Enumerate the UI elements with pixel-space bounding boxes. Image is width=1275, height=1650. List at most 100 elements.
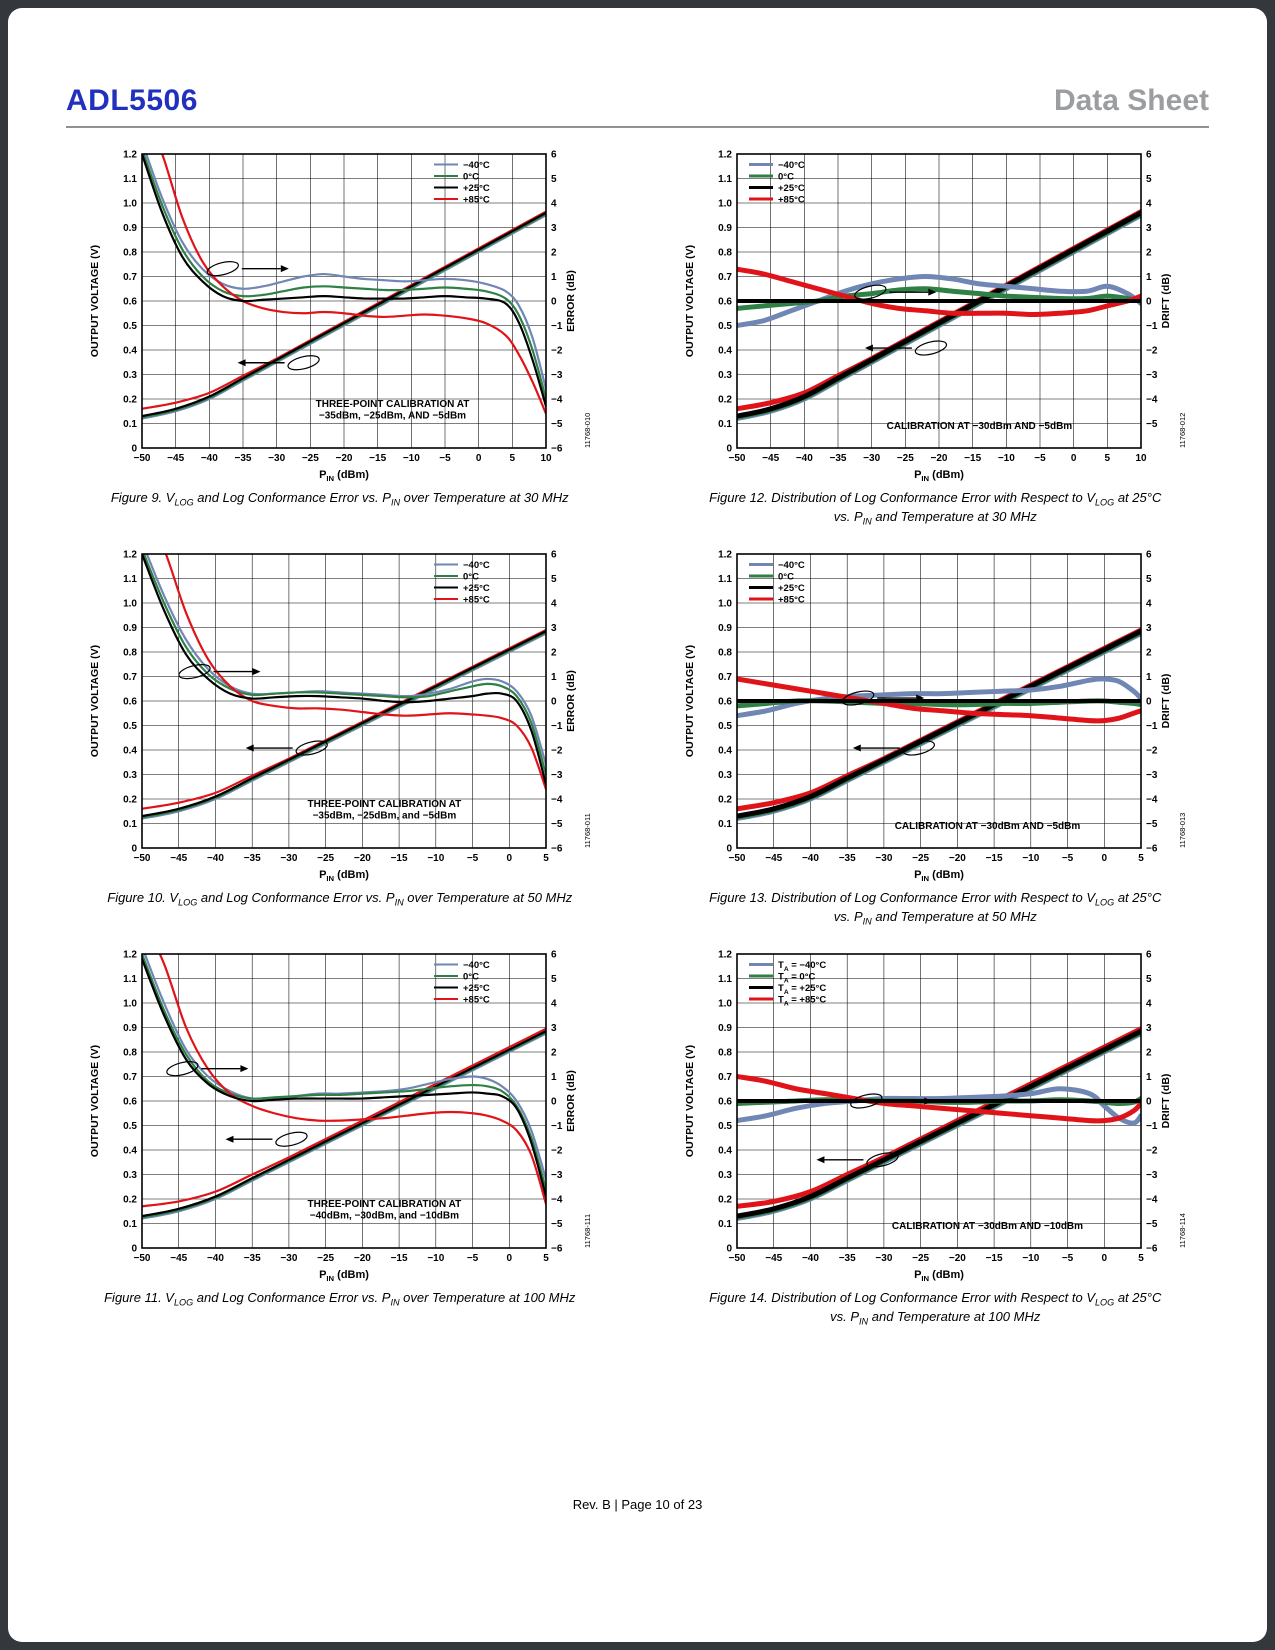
callout-arrow-head [245, 744, 254, 752]
plot-frame [736, 953, 1143, 1249]
svg-text:6: 6 [551, 150, 557, 161]
series-group [737, 209, 1142, 422]
svg-text:0°C: 0°C [778, 172, 794, 183]
svg-text:1.1: 1.1 [718, 574, 732, 585]
svg-text:−50: −50 [729, 853, 746, 864]
svg-text:0.2: 0.2 [123, 795, 137, 806]
svg-text:0.7: 0.7 [123, 672, 137, 683]
figure-9: −50 −45 −40 −35 −30 −25 −20 −15 −10 −5 0 5 10 0 0.1 0.2… [84, 146, 596, 530]
svg-text:0: 0 [1146, 1097, 1152, 1108]
callout-ellipse [850, 1093, 883, 1109]
svg-text:0: 0 [131, 444, 137, 455]
left-axis-title: OUTPUT VOLTAGE (V) [684, 1045, 696, 1157]
svg-text:−5: −5 [439, 453, 451, 464]
svg-text:−10: −10 [998, 453, 1015, 464]
svg-text:5: 5 [509, 453, 515, 464]
svg-text:0.8: 0.8 [123, 648, 137, 659]
svg-text:1.0: 1.0 [718, 999, 732, 1010]
svg-text:5: 5 [543, 853, 549, 864]
svg-text:−25: −25 [912, 853, 929, 864]
callout-ellipse [287, 355, 320, 371]
svg-text:1.1: 1.1 [123, 174, 137, 185]
svg-text:−3: −3 [551, 770, 563, 781]
right-axis-title: DRIFT (dB) [1160, 274, 1172, 329]
svg-text:−10: −10 [1023, 1253, 1040, 1264]
figure-11: −50 −45 −40 −35 −30 −25 −20 −15 −10 −5 0 5 0 0.1 0.2 0.… [84, 946, 596, 1330]
calibration-note: −40dBm, −30dBm, and −10dBm [310, 1210, 459, 1221]
svg-text:−1: −1 [551, 321, 563, 332]
svg-text:0.2: 0.2 [718, 795, 732, 806]
svg-text:+25°C: +25°C [778, 583, 805, 594]
svg-text:−2: −2 [1146, 746, 1158, 757]
figure-10-svg: −50 −45 −40 −35 −30 −25 −20 −15 −10 −5 0 500.10.20.… [89, 550, 592, 884]
calibration-note: THREE-POINT CALIBRATION AT [307, 1199, 461, 1210]
svg-text:−6: −6 [551, 1244, 563, 1255]
figure-9-caption: Figure 9. VLOG and Log Conformance Error… [110, 490, 569, 508]
svg-text:−35: −35 [830, 453, 847, 464]
svg-text:0.1: 0.1 [123, 419, 137, 430]
svg-text:1.2: 1.2 [123, 550, 137, 561]
callout-ellipse [295, 740, 328, 756]
svg-text:0: 0 [551, 297, 557, 308]
calibration-note: CALIBRATION AT −30dBm AND −5dBm [887, 421, 1073, 432]
svg-text:3: 3 [551, 623, 557, 634]
svg-text:+25°C: +25°C [463, 583, 490, 594]
svg-text:−40°C: −40°C [463, 960, 490, 971]
svg-text:1.1: 1.1 [123, 974, 137, 985]
svg-text:−30: −30 [280, 1253, 297, 1264]
svg-text:0.3: 0.3 [123, 770, 137, 781]
right-axis-title: ERROR (dB) [565, 270, 577, 332]
svg-text:0.2: 0.2 [123, 395, 137, 406]
svg-text:5: 5 [1138, 853, 1144, 864]
svg-text:−1: −1 [1146, 321, 1158, 332]
right-axis-title: ERROR (dB) [565, 1070, 577, 1132]
svg-text:0: 0 [131, 844, 137, 855]
plot-frame [140, 953, 547, 1249]
x-axis-title: PIN (dBm) [914, 469, 964, 483]
x-axis-title: PIN (dBm) [319, 469, 369, 483]
svg-text:1.1: 1.1 [718, 974, 732, 985]
svg-text:6: 6 [551, 550, 557, 561]
legend: −40°C0°C+25°C+85°C [749, 560, 805, 606]
svg-text:−4: −4 [1146, 395, 1158, 406]
svg-text:0: 0 [727, 844, 733, 855]
right-axis-title: ERROR (dB) [565, 670, 577, 732]
svg-text:−1: −1 [1146, 721, 1158, 732]
svg-text:−20: −20 [949, 853, 966, 864]
svg-text:0.9: 0.9 [123, 223, 137, 234]
svg-text:2: 2 [1146, 248, 1152, 259]
svg-text:−15: −15 [390, 1253, 407, 1264]
svg-text:0.9: 0.9 [123, 1023, 137, 1034]
svg-text:−25: −25 [302, 453, 319, 464]
series-error-minus40 [144, 154, 546, 391]
svg-text:0.3: 0.3 [718, 370, 732, 381]
svg-text:0: 0 [506, 1253, 512, 1264]
left-axis-title: OUTPUT VOLTAGE (V) [684, 645, 696, 757]
figure-10-caption: Figure 10. VLOG and Log Conformance Erro… [107, 890, 573, 908]
svg-text:−20: −20 [949, 1253, 966, 1264]
svg-text:−15: −15 [986, 1253, 1003, 1264]
svg-text:−2: −2 [1146, 346, 1158, 357]
svg-text:−35: −35 [839, 853, 856, 864]
svg-text:2: 2 [551, 248, 557, 259]
svg-text:5: 5 [551, 174, 557, 185]
svg-text:0.8: 0.8 [718, 248, 732, 259]
calibration-note: CALIBRATION AT −30dBm AND −10dBm [892, 1221, 1083, 1232]
svg-text:−40°C: −40°C [463, 560, 490, 571]
figure-11-svg: −50 −45 −40 −35 −30 −25 −20 −15 −10 −5 0 500.10.20.… [89, 950, 592, 1284]
svg-text:3: 3 [551, 1023, 557, 1034]
svg-text:5: 5 [1138, 1253, 1144, 1264]
figure-12: −50 −45 −40 −35 −30 −25 −20 −15 −10 −5 0 5 10 0 0.1 0.2… [679, 146, 1191, 530]
svg-text:−5: −5 [1146, 419, 1158, 430]
svg-text:−1: −1 [551, 1121, 563, 1132]
svg-text:−3: −3 [1146, 1170, 1158, 1181]
series-vlog-plus25 [141, 211, 546, 418]
figure-watermark: 11768-012 [1178, 413, 1187, 448]
svg-text:+25°C: +25°C [463, 983, 490, 994]
svg-text:+85°C: +85°C [778, 595, 805, 606]
svg-text:6: 6 [1146, 950, 1152, 961]
callout-arrow-head [816, 1156, 825, 1164]
svg-text:3: 3 [1146, 623, 1152, 634]
svg-text:−6: −6 [1146, 844, 1158, 855]
svg-text:1: 1 [1146, 272, 1152, 283]
